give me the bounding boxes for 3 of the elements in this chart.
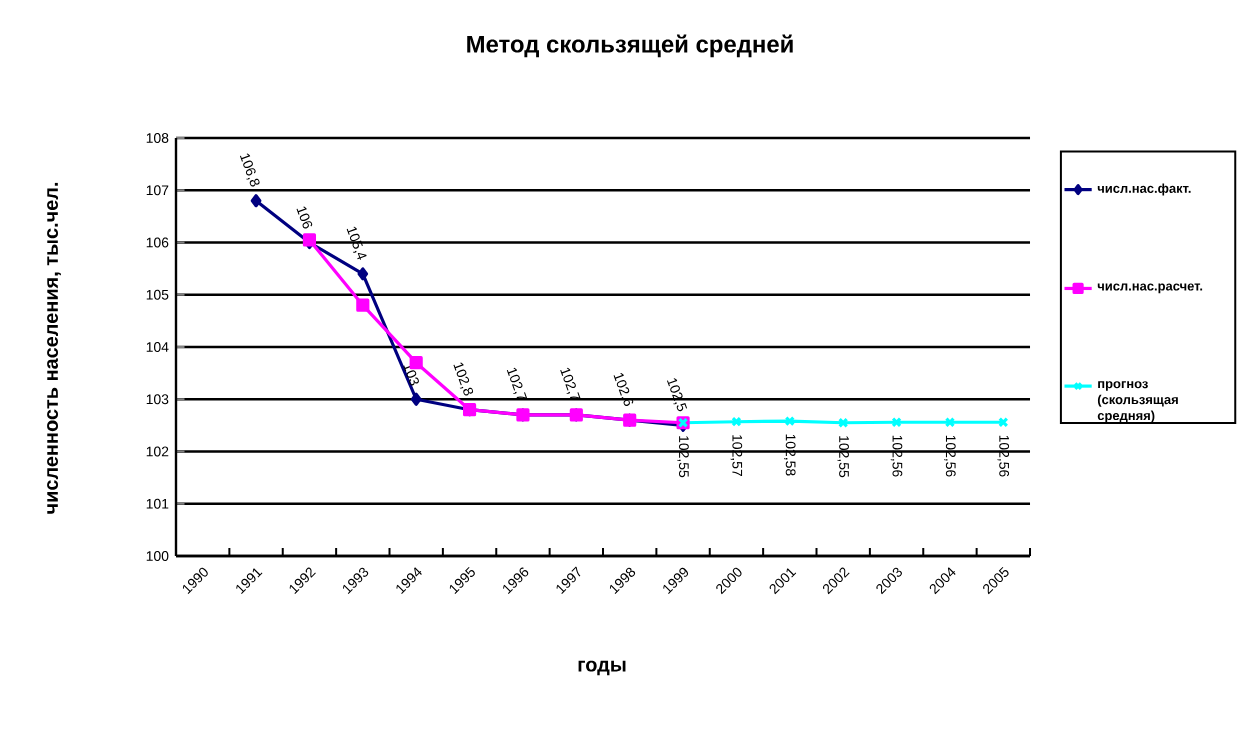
y-axis-title: численность населения, тыс.чел.: [47, 182, 61, 514]
x-axis-title: годы: [578, 660, 626, 676]
chart-title: Метод скользящей средней: [467, 34, 793, 58]
